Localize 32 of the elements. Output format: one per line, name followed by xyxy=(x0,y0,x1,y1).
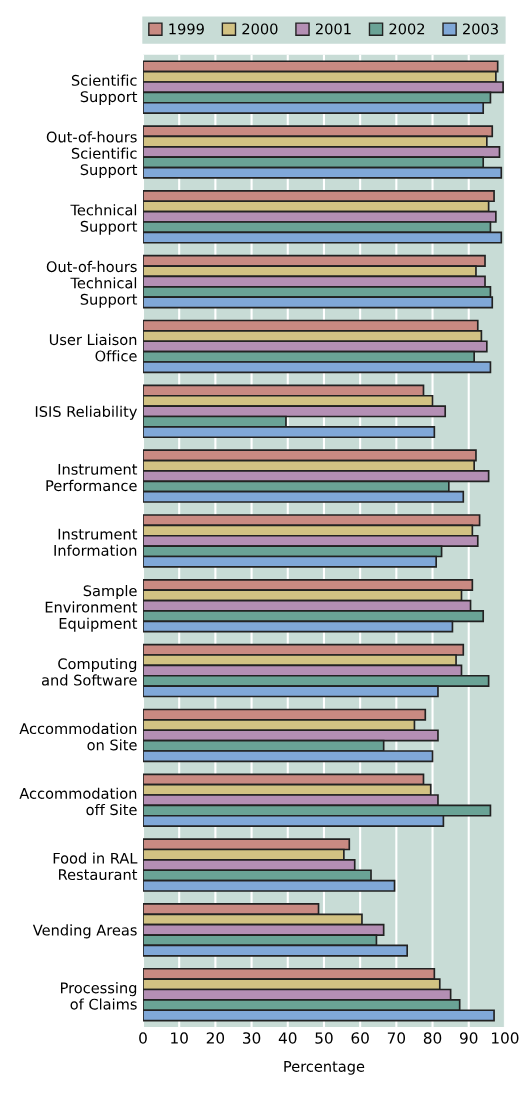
y-tick-label: Instrument Performance xyxy=(46,463,138,492)
y-tick-label: Technical Support xyxy=(70,204,138,235)
y-tick-label: Out-of-hours Scientific Support xyxy=(46,131,138,178)
y-tick-label: Sample Environment Equipment xyxy=(45,584,138,632)
x-tick-label: 100 xyxy=(492,1032,519,1044)
legend-label: 1999 xyxy=(169,23,204,35)
legend-label: 2003 xyxy=(463,23,498,35)
x-tick-label: 70 xyxy=(387,1032,406,1044)
y-tick-label: Processing of Claims xyxy=(61,982,137,1010)
x-tick-label: 90 xyxy=(459,1032,478,1044)
y-tick-label: User Liaison Office xyxy=(49,333,137,362)
x-tick-label: 20 xyxy=(206,1032,225,1044)
x-tick-label: 50 xyxy=(315,1032,333,1044)
x-tick-label: 0 xyxy=(139,1032,147,1044)
y-tick-label: ISIS Reliability xyxy=(35,405,137,420)
y-tick-label: Instrument Information xyxy=(54,528,138,556)
x-tick-label: 10 xyxy=(171,1032,188,1044)
x-tick-label: 60 xyxy=(351,1032,369,1044)
x-axis-title: Percentage xyxy=(284,1061,365,1075)
y-tick-label: Computing and Software xyxy=(41,657,137,686)
x-tick-label: 40 xyxy=(278,1032,297,1044)
y-tick-label: Food in RAL Restaurant xyxy=(53,852,138,881)
y-tick-label: Out-of-hours Technical Support xyxy=(46,260,138,308)
x-tick-label: 80 xyxy=(423,1032,442,1044)
x-tick-label: 30 xyxy=(243,1032,261,1044)
legend-label: 2002 xyxy=(389,23,425,35)
y-tick-label: Vending Areas xyxy=(32,924,137,939)
y-tick-label: Accommodation off Site xyxy=(19,787,137,816)
y-tick-label: Accommodation on Site xyxy=(19,722,137,751)
legend-label: 2000 xyxy=(242,23,278,35)
y-tick-label: Scientific Support xyxy=(71,74,138,106)
legend-label: 2001 xyxy=(315,23,351,35)
